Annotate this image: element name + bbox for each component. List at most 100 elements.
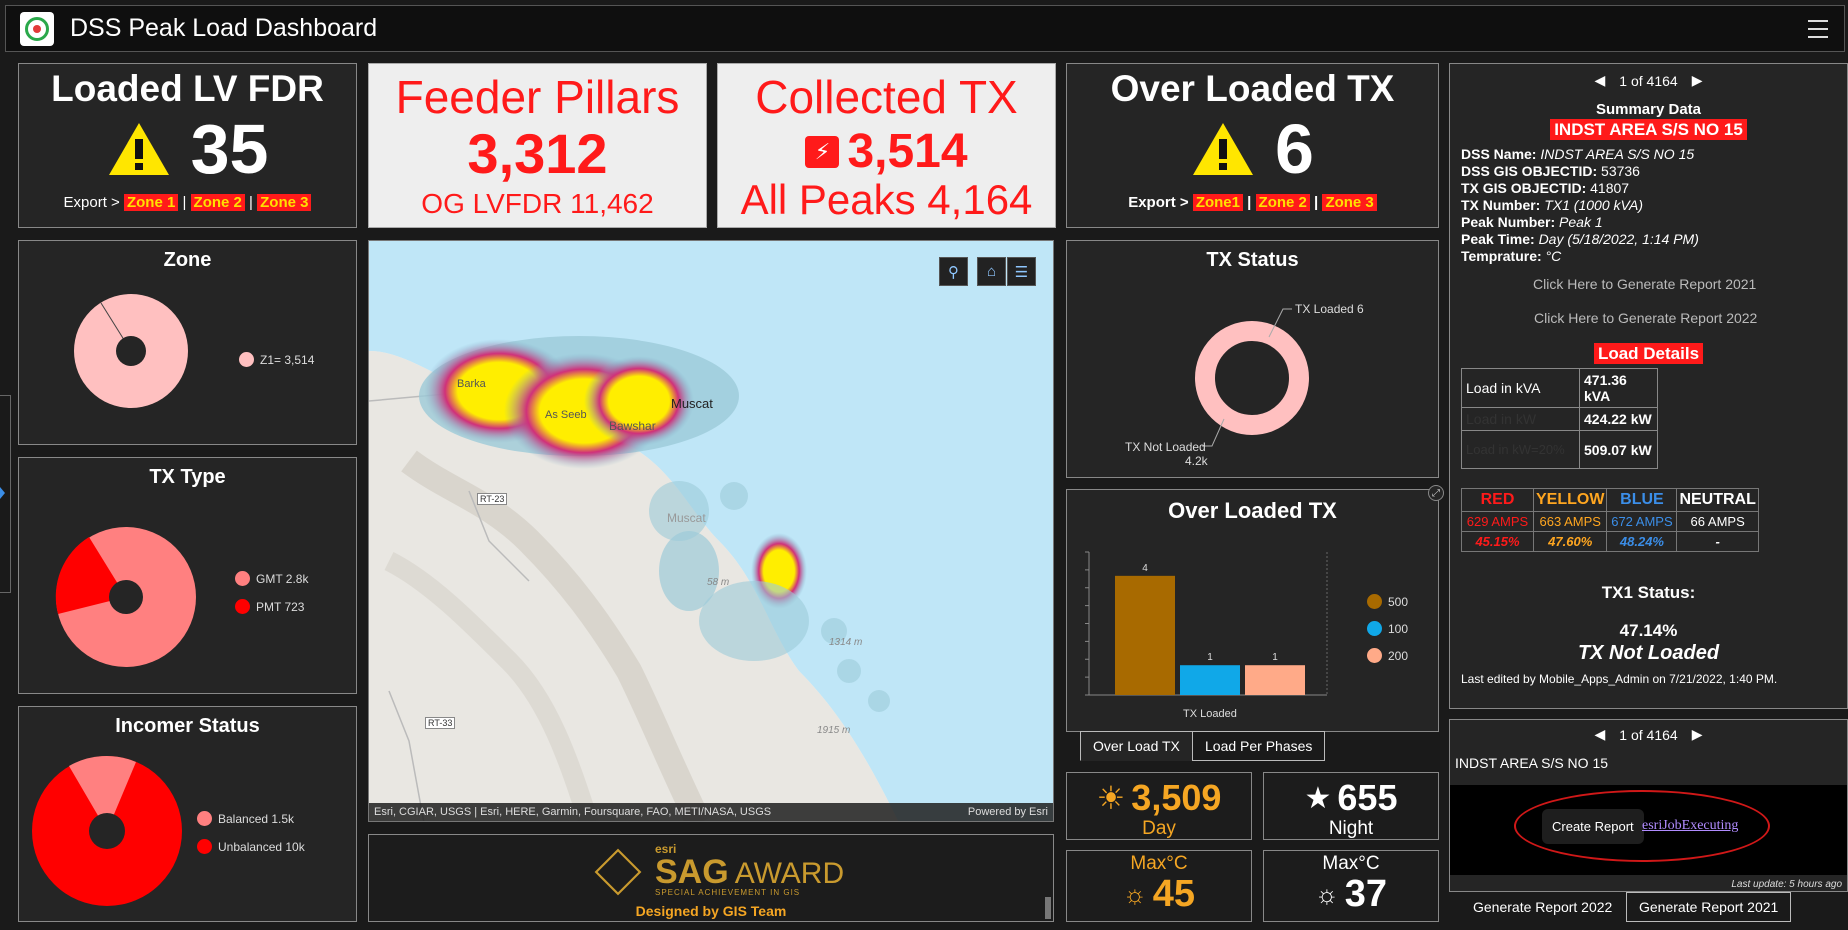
side-panel-arrow-icon [0,487,5,499]
tx-status-title: TX1 Status: [1601,583,1696,602]
day-count-box: ☀ 3,509 Day [1066,772,1252,840]
export-zone-3-link[interactable]: Zone 3 [1322,194,1377,211]
tx-status-donut-chart[interactable] [1067,241,1440,479]
award-award: AWARD [734,857,845,890]
legend-label: PMT 723 [256,599,305,614]
tab-generate-report-2022[interactable]: Generate Report 2022 [1460,892,1626,922]
award-sag: SAG [655,853,729,891]
export-zone-1-link[interactable]: Zone 1 [123,194,179,211]
map-search-button[interactable]: ⚲ [939,257,968,286]
legend-label: 200 [1388,648,1409,663]
chart-xlabel: TX Loaded [1183,708,1237,720]
export-zone-2-link[interactable]: Zone 2 [190,194,245,211]
kpi-over-loaded-tx: Over Loaded TX 6 Export > Zone1 | Zone 2… [1066,63,1439,228]
star-icon: ★ [1304,781,1332,815]
prev-record-icon[interactable]: ◀ [1594,72,1606,88]
last-edited: Last edited by Mobile_Apps_Admin on 7/21… [1461,672,1778,686]
chart-title: Incomer Status [115,715,260,737]
max-temp-day-box: Max°C ☼ 45 [1066,850,1252,922]
export-zone-2-link[interactable]: Zone 2 [1255,194,1310,211]
legend-item[interactable]: Z1= 3,514 [239,352,314,367]
export-zone-3-link[interactable]: Zone 3 [257,194,312,211]
bar-500[interactable] [1115,575,1175,695]
side-panel-handle[interactable] [0,395,11,593]
prev-record-icon[interactable]: ◀ [1594,726,1606,742]
thermometer-sun-icon: ☼ [1122,878,1147,909]
record-pager: 1 of 4164 [1619,72,1678,89]
station-badge: INDST AREA S/S NO 15 [1550,119,1747,140]
legend-swatch [235,571,250,586]
map-canvas[interactable] [369,241,1054,822]
max-temp-value: 37 [1344,873,1388,915]
table-row: RED YELLOW BLUE NEUTRAL [1461,488,1759,512]
export-label: Export > [1128,194,1189,211]
tab-load-per-phases[interactable]: Load Per Phases [1192,731,1326,761]
tx-not-loaded-label: TX Not Loaded [1125,440,1206,454]
sun-icon: ☀ [1096,780,1126,816]
map-attribution-text: Esri, CGIAR, USGS | Esri, HERE, Garmin, … [374,806,772,818]
zone-chart-panel: Zone Z1= 3,514 [18,240,357,445]
legend-swatch [1367,648,1382,663]
night-label: Night [1328,818,1374,839]
table-row: Load in kVA 471.36 kVA [1461,368,1658,408]
map-powered-by[interactable]: Powered by Esri [967,806,1048,818]
kpi-title: Feeder Pillars [395,71,680,123]
generate-report-2022-link[interactable]: Click Here to Generate Report 2022 [1534,310,1758,326]
next-record-icon[interactable]: ▶ [1691,726,1703,742]
bar-value-label: 4 [1142,563,1148,574]
tx-status-panel: TX Status TX Loaded 6 TX Not Loaded 4.2k [1066,240,1439,478]
map-label: 1915 m [817,725,851,736]
over-loaded-bar-chart[interactable]: 4 1 1 [1067,490,1440,733]
kpi-subtitle: All Peaks 4,164 [740,176,1033,223]
incomer-status-pie-chart[interactable] [31,755,183,907]
legend-label: Z1= 3,514 [260,352,315,367]
highlight-circle [1514,790,1770,862]
legend-swatch [197,811,212,826]
kpi-title: Over Loaded TX [1110,68,1395,109]
next-record-icon[interactable]: ▶ [1691,72,1703,88]
bar-100[interactable] [1180,665,1240,695]
export-links: Export > Zone 1 | Zone 2 | Zone 3 [19,194,356,211]
bar-200[interactable] [1245,665,1305,695]
map-label: Muscat [667,511,706,525]
legend-item[interactable]: Balanced 1.5k [197,811,294,826]
app-logo [20,11,54,46]
map-view[interactable]: Barka As Seeb Bawshar Muscat Muscat RT-2… [368,240,1054,822]
max-temp-night-box: Max°C ☼ 37 [1263,850,1439,922]
tx-type-pie-chart[interactable] [55,526,197,668]
tab-generate-report-2021[interactable]: Generate Report 2021 [1626,892,1792,922]
tx-status-percent: 47.14% [1619,621,1678,640]
zone-pie-chart[interactable] [71,291,191,411]
legend-item[interactable]: PMT 723 [235,599,304,614]
legend-item[interactable]: 100 [1367,621,1408,636]
summary-field: TX Number: TX1 (1000 kVA) [1461,197,1644,213]
max-temp-label: Max°C [1322,853,1380,874]
legend-item[interactable]: GMT 2.8k [235,571,308,586]
hamburger-menu-icon[interactable] [1808,20,1828,38]
report-station: INDST AREA S/S NO 15 [1455,755,1609,771]
export-zone-1-link[interactable]: Zone1 [1192,194,1243,211]
bar-value-label: 1 [1207,652,1213,663]
legend-swatch [239,352,254,367]
generate-report-2021-link[interactable]: Click Here to Generate Report 2021 [1533,276,1757,292]
kpi-value: 3,312 [467,122,608,185]
table-row: Load in kW 424.22 kW [1461,407,1658,431]
expand-icon[interactable]: ⤢ [1428,485,1444,501]
tab-over-load-tx[interactable]: Over Load TX [1080,731,1193,761]
legend-swatch [1367,621,1382,636]
map-layers-button[interactable]: ☰ [1007,257,1036,286]
legend-item[interactable]: Unbalanced 10k [197,839,305,854]
legend-label: 100 [1388,621,1409,636]
legend-item[interactable]: 500 [1367,594,1408,609]
map-home-button[interactable]: ⌂ [977,257,1006,286]
legend-swatch [235,599,250,614]
kpi-loaded-lv-fdr: Loaded LV FDR 35 Export > Zone 1 | Zone … [18,63,357,228]
kpi-value: 35 [190,110,269,188]
phase-amps-table: RED YELLOW BLUE NEUTRAL 629 AMPS 663 AMP… [1461,488,1759,552]
legend-item[interactable]: 200 [1367,648,1408,663]
kpi-collected-tx: Collected TX ⚡ 3,514 All Peaks 4,164 [717,63,1056,228]
chart-legend: 500 100 200 [1367,594,1408,675]
scrollbar-thumb[interactable] [1045,897,1051,919]
map-label: As Seeb [545,409,587,421]
